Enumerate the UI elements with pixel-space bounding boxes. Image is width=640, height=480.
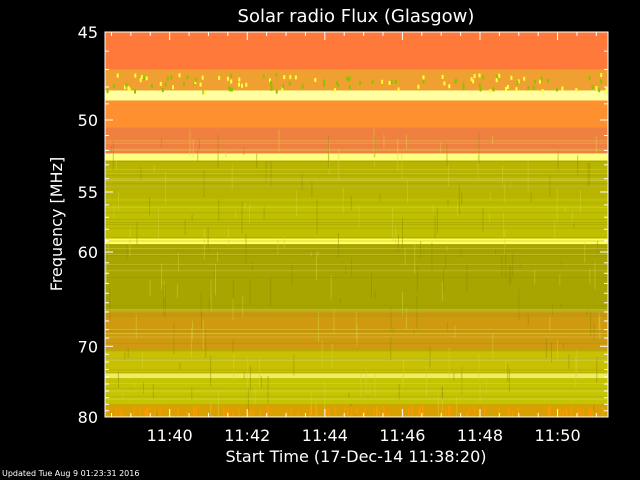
intensity-band bbox=[105, 100, 608, 128]
x-tick-label: 11:50 bbox=[535, 426, 581, 445]
y-axis-label: Frequency [MHz] bbox=[47, 157, 66, 291]
y-tick-label: 45 bbox=[78, 23, 98, 42]
x-tick-label: 11:42 bbox=[224, 426, 270, 445]
x-axis: 11:40 11:42 11:44 11:46 11:48 11:50 bbox=[110, 32, 597, 445]
x-axis-label: Start Time (17-Dec-14 11:38:20) bbox=[225, 447, 486, 466]
y-tick-label: 70 bbox=[78, 337, 98, 356]
plot-area bbox=[105, 32, 608, 417]
intensity-band bbox=[105, 69, 608, 91]
intensity-band bbox=[105, 32, 608, 70]
intensity-band bbox=[105, 244, 608, 312]
intensity-band bbox=[105, 160, 608, 199]
intensity-band bbox=[105, 312, 608, 351]
x-tick-label: 11:48 bbox=[457, 426, 503, 445]
x-tick-label: 11:44 bbox=[302, 426, 348, 445]
x-tick-label: 11:40 bbox=[147, 426, 193, 445]
y-tick-label: 55 bbox=[78, 183, 98, 202]
y-tick-label: 50 bbox=[78, 111, 98, 130]
intensity-band bbox=[105, 373, 608, 379]
intensity-band bbox=[105, 238, 608, 245]
intensity-band bbox=[105, 90, 608, 101]
chart-title: Solar radio Flux (Glasgow) bbox=[238, 6, 475, 27]
intensity-band bbox=[105, 153, 608, 161]
y-tick-label: 60 bbox=[78, 243, 98, 262]
intensity-band bbox=[105, 378, 608, 405]
x-tick-label: 11:46 bbox=[379, 426, 425, 445]
intensity-band bbox=[105, 127, 608, 154]
updated-timestamp: Updated Tue Aug 9 01:23:31 2016 bbox=[2, 469, 140, 478]
y-tick-label: 80 bbox=[78, 408, 98, 427]
spectrogram-texture bbox=[105, 73, 608, 417]
intensity-band bbox=[105, 350, 608, 374]
y-axis: 45 50 55 60 70 80 bbox=[78, 23, 608, 427]
intensity-band bbox=[105, 198, 608, 239]
plot-frame bbox=[104, 31, 609, 418]
